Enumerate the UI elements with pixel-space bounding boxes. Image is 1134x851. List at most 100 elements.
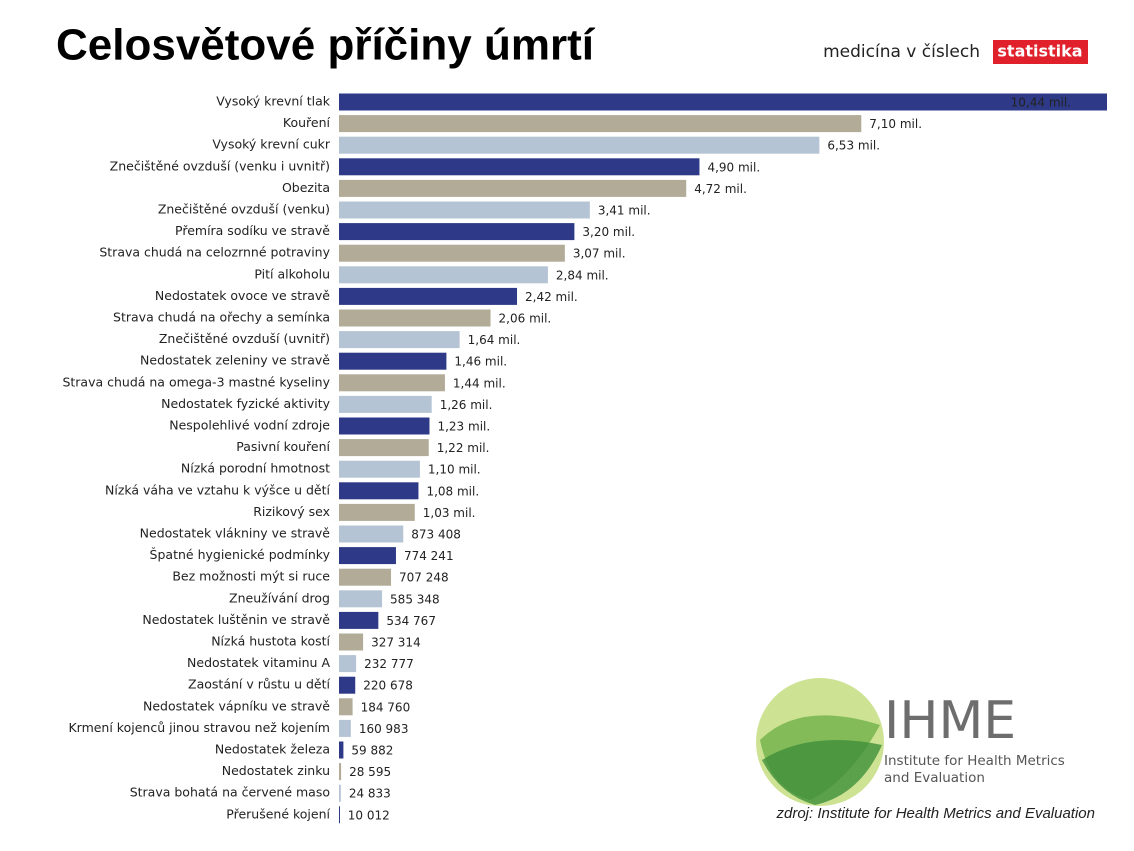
- category-label: Rizikový sex: [253, 504, 330, 519]
- category-label: Kouření: [283, 115, 331, 130]
- badge-box: [993, 40, 1088, 64]
- bar: [339, 590, 383, 608]
- bar: [339, 655, 357, 673]
- value-label: 10 012: [348, 808, 390, 822]
- category-label: Přerušené kojení: [226, 806, 330, 821]
- value-label: 232 777: [364, 657, 414, 671]
- bar: [339, 698, 353, 716]
- category-label: Nízká porodní hmotnost: [181, 461, 330, 476]
- value-label: 1,23 mil.: [437, 420, 490, 434]
- category-label: Znečištěné ovzduší (uvnitř): [159, 331, 330, 346]
- value-label: 59 882: [351, 744, 393, 758]
- bar: [339, 719, 351, 737]
- category-label: Nedostatek železa: [215, 742, 330, 757]
- bar: [339, 374, 445, 392]
- bar: [339, 331, 460, 349]
- value-label: 4,72 mil.: [694, 182, 747, 196]
- bar: [339, 439, 429, 457]
- bar: [339, 201, 590, 219]
- bar: [339, 763, 342, 781]
- value-label: 2,84 mil.: [556, 268, 609, 282]
- bar: [339, 244, 565, 262]
- value-label: 707 248: [399, 571, 449, 585]
- value-label: 1,64 mil.: [468, 333, 521, 347]
- value-label: 1,10 mil.: [428, 463, 481, 477]
- category-label: Nespolehlivé vodní zdroje: [169, 418, 330, 433]
- value-label: 534 767: [386, 614, 436, 628]
- value-label: 774 241: [404, 549, 454, 563]
- category-label: Přemíra sodíku ve stravě: [175, 223, 330, 238]
- value-label: 24 833: [349, 787, 391, 801]
- category-label: Nedostatek fyzické aktivity: [161, 396, 330, 411]
- brand: medicína v číslech: [823, 42, 980, 62]
- value-label: 2,06 mil.: [499, 312, 552, 326]
- category-label: Vysoký krevní cukr: [212, 137, 331, 152]
- category-label: Zaostání v růstu u dětí: [188, 677, 330, 692]
- category-label: Nedostatek zinku: [222, 763, 330, 778]
- bar: [339, 309, 491, 327]
- category-label: Nedostatek zeleniny ve stravě: [140, 353, 330, 368]
- bar: [339, 115, 862, 133]
- value-label: 3,20 mil.: [582, 225, 635, 239]
- category-label: Nedostatek vitaminu A: [187, 655, 330, 670]
- value-label: 327 314: [371, 636, 421, 650]
- value-label: 160 983: [359, 722, 409, 736]
- value-label: 1,46 mil.: [454, 355, 507, 369]
- bar: [339, 525, 404, 543]
- value-label: 1,44 mil.: [453, 376, 506, 390]
- category-label: Strava bohatá na červené maso: [130, 785, 330, 800]
- logo-line: Institute for Health Metrics: [884, 753, 1065, 769]
- bar: [339, 179, 687, 197]
- bar: [339, 223, 575, 241]
- value-label: 3,07 mil.: [573, 247, 626, 261]
- category-label: Znečištěné ovzduší (venku i uvnitř): [110, 158, 330, 173]
- value-label: 4,90 mil.: [707, 160, 760, 174]
- category-label: Vysoký krevní tlak: [216, 94, 331, 109]
- bar: [339, 417, 430, 435]
- value-label: 1,03 mil.: [423, 506, 476, 520]
- category-label: Obezita: [282, 180, 330, 195]
- bar: [339, 136, 820, 154]
- category-label: Krmení kojenců jinou stravou než kojením: [68, 720, 330, 735]
- bar: [339, 503, 415, 521]
- bar: [339, 568, 392, 586]
- value-label: 1,26 mil.: [440, 398, 493, 412]
- value-label: 10,44 mil.: [1011, 96, 1071, 110]
- bar: [339, 395, 432, 413]
- category-label: Pití alkoholu: [254, 266, 330, 281]
- value-label: 585 348: [390, 592, 440, 606]
- bar: [339, 93, 1107, 111]
- value-label: 1,08 mil.: [426, 484, 479, 498]
- logo-name: IHME: [884, 691, 1016, 751]
- category-label: Znečištěné ovzduší (venku): [158, 202, 330, 217]
- category-label: Nedostatek luštěnin ve stravě: [142, 612, 330, 627]
- bar: [339, 676, 356, 694]
- category-label: Zneužívání drog: [229, 590, 330, 605]
- bar: [339, 784, 341, 802]
- category-label: Strava chudá na ořechy a semínka: [113, 310, 330, 325]
- bar: [339, 460, 420, 478]
- logo-line: and Evaluation: [884, 770, 985, 786]
- value-label: 184 760: [361, 700, 411, 714]
- bar: [339, 806, 340, 824]
- value-label: 3,41 mil.: [598, 204, 651, 218]
- category-label: Strava chudá na celozrnné potraviny: [99, 245, 330, 260]
- category-label: Pasivní kouření: [236, 439, 330, 454]
- source: zdroj: Institute for Health Metrics and …: [776, 805, 1096, 822]
- bar: [339, 266, 548, 284]
- category-label: Nedostatek vlákniny ve stravě: [140, 526, 331, 541]
- category-label: Špatné hygienické podmínky: [150, 547, 331, 562]
- value-label: 220 678: [363, 679, 413, 693]
- category-label: Strava chudá na omega-3 mastné kyseliny: [62, 374, 330, 389]
- bar: [339, 158, 700, 176]
- value-label: 7,10 mil.: [869, 117, 922, 131]
- chart-title: Celosvětové příčiny úmrtí: [56, 21, 596, 70]
- value-label: 6,53 mil.: [827, 139, 880, 153]
- category-label: Bez možnosti mýt si ruce: [172, 569, 330, 584]
- bar: [339, 547, 396, 565]
- bar: [339, 352, 447, 370]
- value-label: 28 595: [349, 765, 391, 779]
- category-label: Nedostatek vápníku ve stravě: [143, 698, 330, 713]
- bar: [339, 741, 344, 759]
